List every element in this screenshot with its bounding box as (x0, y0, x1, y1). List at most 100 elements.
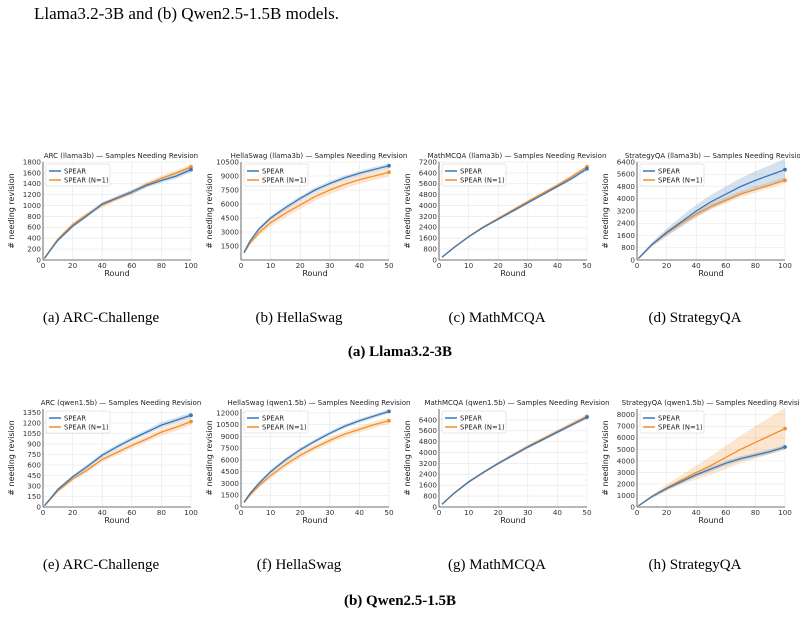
series-endpoint-spear-n1 (189, 419, 193, 424)
y-tick-label: 1350 (23, 408, 42, 417)
chart-title: MathMCQA (qwen1.5b) — Samples Needing Re… (424, 399, 609, 407)
x-tick-label: 40 (355, 261, 365, 270)
series-line-spear (441, 416, 588, 505)
x-tick-label: 50 (384, 508, 394, 517)
chart-title: StrategyQA (llama3b) — Samples Needing R… (625, 152, 800, 160)
y-tick-label: 0 (630, 255, 635, 264)
series-line-spear (441, 168, 588, 258)
x-tick-label: 40 (553, 261, 563, 270)
subcaption-strategyqa-llama: (d) StrategyQA (648, 310, 742, 326)
legend-label: SPEAR (64, 414, 86, 422)
series-band-spear-n1 (243, 168, 389, 255)
x-tick-label: 100 (778, 508, 792, 517)
legend-label: SPEAR (N=1) (460, 176, 505, 184)
x-tick-label: 20 (68, 508, 78, 517)
y-tick-label: 6000 (221, 455, 240, 464)
x-tick-label: 50 (384, 261, 394, 270)
y-tick-label: 3000 (221, 227, 240, 236)
legend-box (639, 163, 705, 187)
y-tick-label: 10500 (216, 420, 239, 429)
y-tick-label: 1500 (221, 241, 240, 250)
series-band-spear-n1 (441, 414, 587, 505)
series-endpoint-spear-n1 (189, 165, 193, 169)
legend-box (441, 163, 507, 187)
x-tick-label: 40 (355, 508, 365, 517)
legend-box (243, 163, 309, 187)
legend-box (441, 410, 507, 434)
x-tick-label: 0 (239, 261, 244, 270)
x-tick-label: 60 (127, 508, 137, 517)
series-line-spear-n1 (243, 420, 390, 504)
legend-label: SPEAR (658, 167, 680, 175)
y-axis-label: # needing revision (601, 420, 610, 496)
chart-title: MathMCQA (llama3b) — Samples Needing Rev… (428, 152, 607, 160)
series-endpoint-spear (585, 166, 589, 171)
chart-panel-strategyqa-qwen: 0 1000 2000 3000 4000 5000 6000 7000 8000 0 20 40 60… (599, 397, 800, 579)
figure-caption-tail: Llama3.2-3B and (b) Qwen2.5-1.5B models. (34, 4, 339, 23)
series-endpoint-spear (189, 413, 193, 418)
x-tick-label: 10 (464, 261, 474, 270)
x-tick-label: 30 (523, 508, 533, 517)
y-tick-label: 7500 (221, 185, 240, 194)
y-tick-label: 2000 (617, 479, 636, 488)
y-tick-label: 4000 (617, 456, 636, 465)
y-tick-label: 1600 (419, 481, 438, 490)
chart-hellaswag-llama: 1500 3000 4500 6000 7500 9000 10500 0 10 20 30 40 50… (205, 152, 407, 278)
series-line-spear (243, 410, 390, 503)
x-axis-label: Round (500, 269, 525, 278)
y-tick-label: 4000 (617, 194, 636, 203)
legend-label: SPEAR (N=1) (262, 176, 307, 184)
x-tick-label: 60 (127, 261, 137, 270)
x-axis-label: Round (104, 269, 129, 278)
subcaption-mathmcqa-qwen: (g) MathMCQA (448, 557, 546, 573)
y-tick-label: 4800 (617, 182, 636, 191)
y-tick-label: 1000 (23, 201, 42, 210)
x-tick-label: 20 (494, 508, 504, 517)
series-endpoint-spear (387, 409, 391, 414)
y-axis-label: # needing revision (7, 420, 16, 496)
y-axis-label: # needing revision (205, 420, 214, 496)
y-tick-label: 6400 (419, 168, 438, 177)
y-tick-label: 800 (27, 212, 41, 221)
series-band-spear-n1 (638, 177, 785, 260)
y-tick-label: 0 (36, 502, 41, 511)
chart-panel-strategyqa-llama: 0 800 1600 2400 3200 4000 4800 5600 6400 0 20 40 60 8… (599, 150, 800, 332)
chart-title: ARC (llama3b) — Samples Needing Revision (44, 152, 198, 160)
y-tick-label: 3200 (419, 459, 438, 468)
y-tick-label: 5600 (419, 179, 438, 188)
y-tick-label: 400 (27, 234, 41, 243)
y-tick-label: 0 (36, 255, 41, 264)
series-endpoint-spear (585, 415, 589, 420)
y-tick-label: 1500 (221, 491, 240, 500)
chart-panel-mathmcqa-qwen: 0 800 1600 2400 3200 4000 4800 5600 6400 0 10 20 30 4… (401, 397, 610, 579)
x-tick-label: 60 (721, 508, 731, 517)
x-tick-label: 0 (635, 508, 640, 517)
y-tick-label: 3000 (221, 479, 240, 488)
x-tick-label: 60 (721, 261, 731, 270)
x-axis-label: Round (698, 516, 723, 525)
x-tick-label: 0 (635, 261, 640, 270)
series-endpoint-spear-n1 (783, 178, 787, 183)
subcaption-arc-qwen: (e) ARC-Challenge (42, 557, 160, 573)
x-tick-label: 100 (184, 261, 198, 270)
legend-label: SPEAR (N=1) (64, 423, 109, 431)
y-axis-label: # needing revision (601, 173, 610, 249)
y-tick-label: 600 (27, 223, 41, 232)
series-endpoint-spear-n1 (387, 418, 391, 423)
x-tick-label: 10 (464, 508, 474, 517)
y-tick-label: 1400 (23, 179, 42, 188)
y-tick-label: 1200 (23, 190, 42, 199)
subcaption-strategyqa-qwen: (h) StrategyQA (648, 557, 742, 573)
subcaption-hellaswag-qwen: (f) HellaSwag (256, 557, 342, 573)
x-tick-label: 100 (184, 508, 198, 517)
y-tick-label: 0 (432, 502, 437, 511)
chart-strategyqa-qwen: 0 1000 2000 3000 4000 5000 6000 7000 8000 0 20 40 60… (601, 399, 800, 525)
series-band-spear (638, 444, 785, 507)
legend-label: SPEAR (262, 414, 284, 422)
